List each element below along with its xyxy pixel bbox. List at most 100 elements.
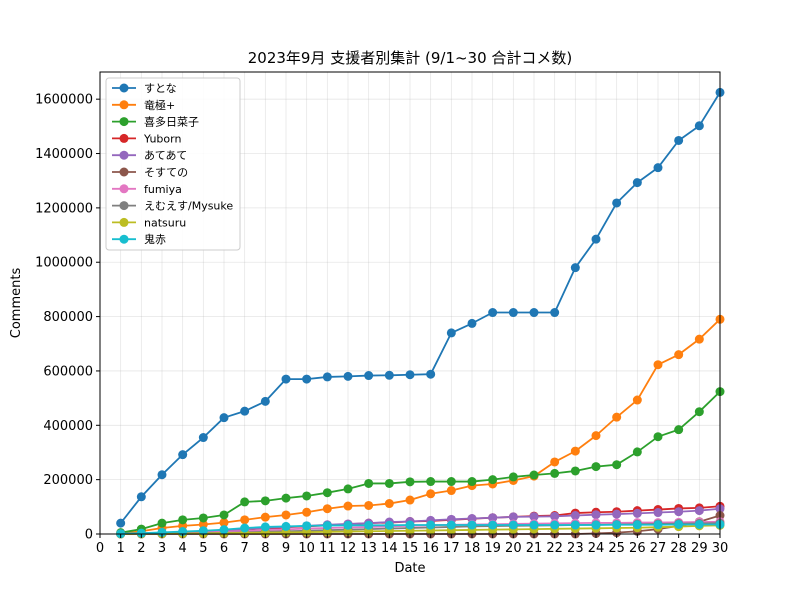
legend-label: あてあて	[144, 149, 187, 162]
data-point	[570, 511, 580, 521]
data-point	[343, 501, 353, 511]
data-point	[198, 519, 208, 529]
x-axis-label: Date	[394, 561, 425, 576]
data-point	[364, 371, 374, 381]
data-point	[240, 523, 250, 533]
legend-marker	[119, 234, 129, 244]
x-tick-label: 15	[402, 541, 419, 556]
data-point	[529, 308, 539, 318]
x-tick-label: 26	[629, 541, 646, 556]
x-tick-label: 16	[422, 541, 439, 556]
data-point	[281, 510, 291, 520]
legend-marker	[119, 117, 129, 127]
chart-title: 2023年9月 支援者別集計 (9/1~30 合計コメ数)	[248, 49, 573, 67]
data-point	[260, 496, 270, 506]
data-point	[198, 433, 208, 443]
x-tick-label: 20	[505, 541, 522, 556]
data-point	[364, 500, 374, 510]
data-point	[467, 520, 477, 530]
data-point	[302, 521, 312, 531]
data-point	[384, 370, 394, 380]
data-point	[302, 491, 312, 501]
legend-label: そすての	[144, 166, 188, 179]
data-point	[178, 515, 188, 525]
x-tick-label: 5	[199, 541, 207, 556]
legend-label: Yuborn	[143, 132, 181, 145]
y-tick-label: 200000	[43, 473, 93, 488]
legend-item: 竜極+	[112, 98, 175, 112]
data-point	[281, 521, 291, 531]
y-tick-label: 400000	[43, 419, 93, 434]
data-point	[529, 512, 539, 522]
x-tick-label: 0	[96, 541, 104, 556]
legend-marker	[119, 100, 129, 110]
data-point	[364, 478, 374, 488]
x-tick-label: 9	[282, 541, 290, 556]
data-point	[632, 508, 642, 518]
data-point	[674, 519, 684, 529]
x-tick-label: 1	[117, 541, 125, 556]
legend-marker	[119, 217, 129, 227]
data-point	[550, 468, 560, 478]
data-point	[384, 520, 394, 530]
legend-item: 鬼赤	[112, 232, 166, 246]
data-point	[550, 308, 560, 318]
legend-box	[105, 77, 241, 251]
data-point	[694, 506, 704, 516]
data-point	[570, 446, 580, 456]
data-point	[136, 492, 146, 502]
legend-label: fumiya	[144, 183, 182, 196]
data-point	[653, 163, 663, 173]
legend-item: えむえす/Mysuke	[112, 200, 233, 213]
y-tick-label: 600000	[43, 364, 93, 379]
x-tick-label: 19	[484, 541, 501, 556]
legend-marker	[119, 184, 129, 194]
x-tick-label: 12	[340, 541, 357, 556]
x-tick-label: 23	[567, 541, 584, 556]
legend-label: 喜多日菜子	[144, 115, 199, 129]
data-point	[364, 520, 374, 530]
data-point	[343, 520, 353, 530]
data-point	[632, 447, 642, 457]
data-point	[591, 462, 601, 472]
legend-item: fumiya	[112, 183, 182, 196]
data-point	[529, 470, 539, 480]
data-point	[240, 515, 250, 525]
x-tick-label: 13	[360, 541, 377, 556]
data-point	[322, 372, 332, 382]
x-tick-label: 10	[298, 541, 315, 556]
data-point	[322, 488, 332, 498]
x-tick-label: 25	[608, 541, 625, 556]
data-point	[384, 478, 394, 488]
data-point	[508, 472, 518, 482]
data-point	[405, 520, 415, 530]
data-point	[219, 525, 229, 535]
x-tick-label: 11	[319, 541, 336, 556]
data-point	[632, 395, 642, 405]
x-axis: 0 1 2 3 4 5 6 7 8 9 10 11 12 13 14 15 16 17 18 19 20 21 22 23 24…	[96, 534, 728, 556]
data-point	[632, 178, 642, 188]
legend-label: すとな	[144, 82, 177, 95]
data-point	[322, 504, 332, 514]
data-point	[570, 466, 580, 476]
data-point	[488, 520, 498, 530]
y-axis: 0 200000 400000 600000 800000 1000000 1200000 1…	[35, 93, 100, 543]
legend-label: 竜極+	[144, 98, 175, 112]
data-point	[157, 470, 167, 480]
data-point	[612, 412, 622, 422]
data-point	[240, 497, 250, 507]
x-tick-label: 8	[261, 541, 269, 556]
data-point	[198, 513, 208, 523]
data-point	[157, 518, 167, 528]
data-point	[446, 477, 456, 487]
data-point	[446, 328, 456, 338]
data-point	[281, 493, 291, 503]
x-tick-label: 22	[546, 541, 563, 556]
data-point	[612, 509, 622, 519]
data-point	[198, 526, 208, 536]
legend-marker	[119, 201, 129, 211]
x-tick-label: 4	[179, 541, 187, 556]
data-point	[674, 507, 684, 517]
legend-marker	[119, 133, 129, 143]
data-point	[426, 477, 436, 487]
